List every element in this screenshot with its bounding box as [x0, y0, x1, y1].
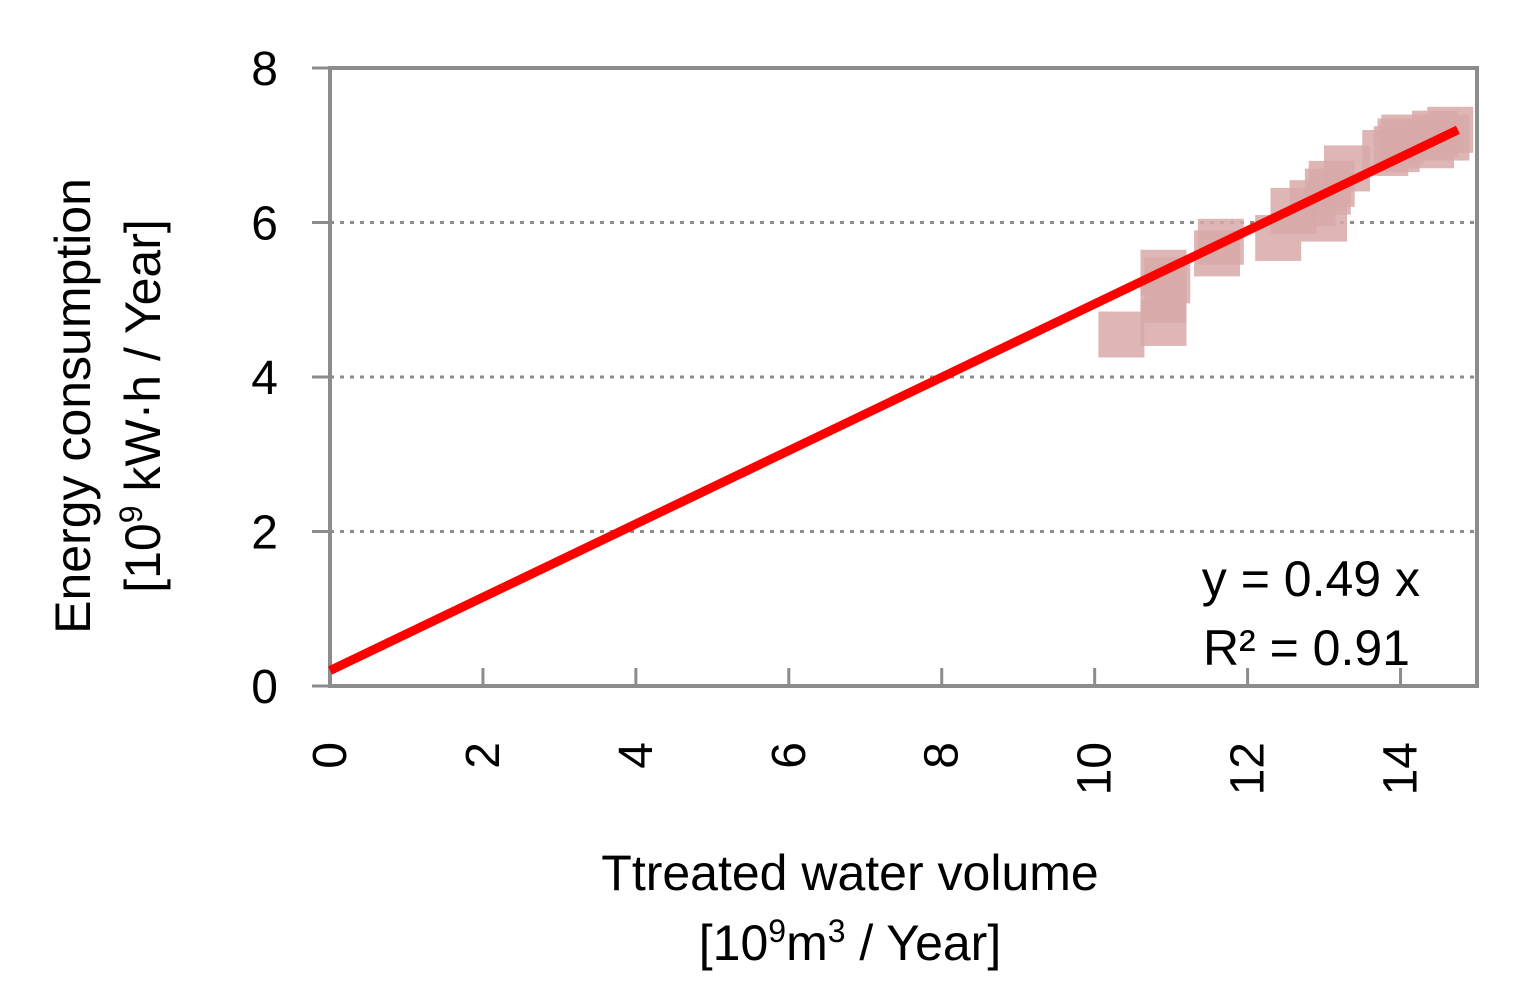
trendline-group [328, 125, 1460, 675]
x-tick-label-8: 8 [916, 742, 969, 769]
x-axis-unit-prefix: [10 [699, 915, 769, 971]
data-points [1098, 106, 1474, 358]
y-axis-unit-suffix: kW·h / Year] [115, 219, 171, 505]
x-axis-unit-exponent-2: 3 [828, 913, 846, 949]
y-tick-label-4: 4 [251, 352, 278, 405]
x-tick-label-2: 2 [457, 742, 510, 769]
x-axis-unit-m: m [786, 915, 828, 971]
y-axis-unit-exponent: 9 [113, 505, 149, 523]
x-tick-label-4: 4 [610, 742, 663, 769]
y-tick-label-0: 0 [251, 661, 278, 714]
y-tick-label-6: 6 [251, 198, 278, 251]
trendline [328, 125, 1460, 675]
data-point-0 [1098, 311, 1145, 358]
trendline-r-squared: R² = 0.91 [1203, 620, 1410, 676]
x-tick-label-6: 6 [763, 742, 816, 769]
y-tick-labels: 0 2 4 6 8 [251, 43, 278, 714]
plot-border [328, 66, 1479, 688]
y-axis-unit-prefix: [10 [115, 523, 171, 593]
y-tick-label-8: 8 [251, 43, 278, 96]
x-tick-label-0: 0 [304, 742, 357, 769]
trendline-equation: y = 0.49 x [1202, 551, 1420, 607]
x-axis-title-line2: [109m3 / Year] [699, 913, 1001, 971]
x-tick-label-10: 10 [1069, 742, 1122, 795]
y-axis-title-line1: Energy consumption [45, 178, 101, 634]
x-axis-title-line1: Ttreated water volume [601, 845, 1098, 901]
y-tick-label-2: 2 [251, 507, 278, 560]
y-axis-title: Energy consumption [109 kW·h / Year] [45, 178, 171, 634]
y-axis-title-line2: [109 kW·h / Year] [113, 219, 171, 593]
plot-frame [328, 66, 1479, 688]
x-tick-label-12: 12 [1222, 742, 1275, 795]
x-axis-unit-suffix: / Year] [846, 915, 1002, 971]
x-tick-label-14: 14 [1375, 742, 1428, 795]
x-tick-labels: 0 2 4 6 8 10 12 14 [304, 742, 1428, 795]
x-axis-unit-exponent-1: 9 [768, 913, 786, 949]
